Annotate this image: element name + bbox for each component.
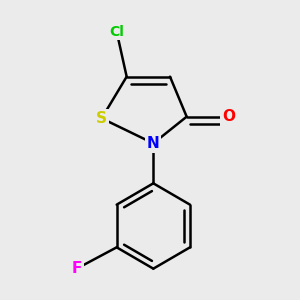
Text: S: S (96, 111, 107, 126)
Text: Cl: Cl (109, 25, 124, 39)
Text: N: N (147, 136, 160, 151)
Text: O: O (222, 109, 235, 124)
Text: F: F (71, 261, 82, 276)
